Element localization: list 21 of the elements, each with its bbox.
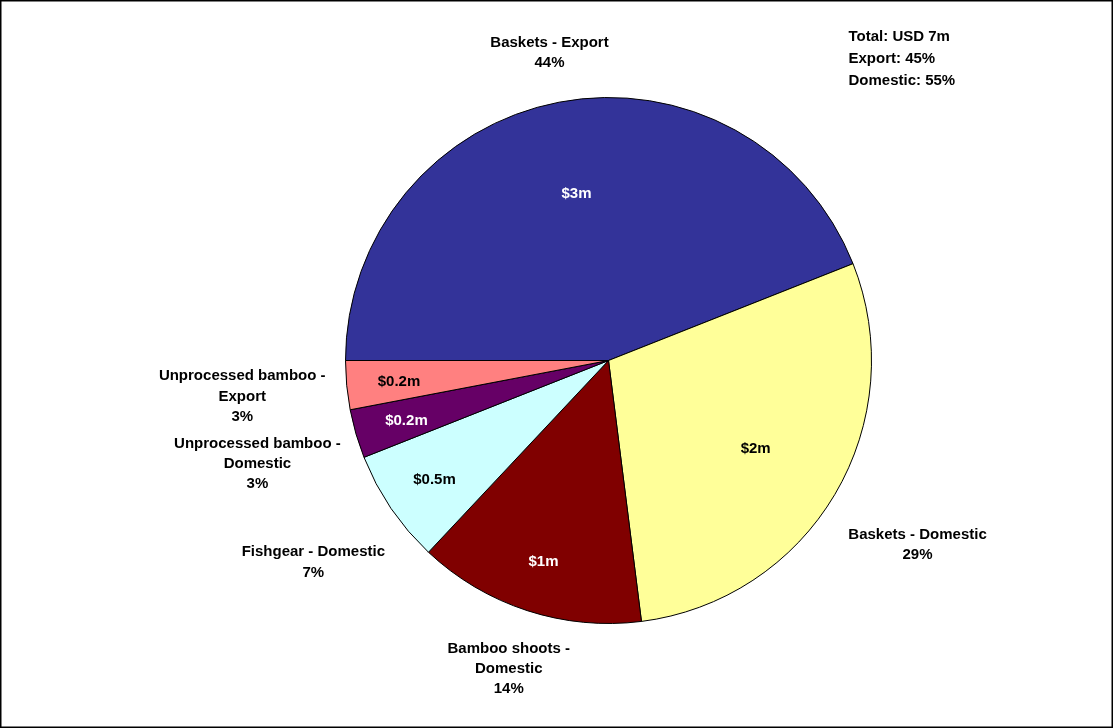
text: $1m	[528, 552, 559, 570]
data-label: 29%	[902, 544, 933, 562]
text: $0.5m	[413, 470, 456, 488]
text: Domestic: 55%	[848, 71, 956, 88]
text: $0.2m	[377, 371, 421, 389]
slice-label: Baskets - Domestic	[848, 524, 987, 542]
slice-label: Unprocessed bamboo - Export	[158, 366, 326, 404]
text: Export: 45%	[848, 49, 936, 66]
data-label: 3%	[231, 407, 254, 425]
data-label: 44%	[534, 53, 565, 71]
data-label: 3%	[246, 474, 269, 492]
text: Total: USD 7m	[848, 27, 950, 44]
text: $2m	[740, 439, 771, 457]
text: $3m	[561, 184, 592, 202]
slice-label: Bamboo shoots - Domestic	[447, 638, 571, 676]
data-label: 7%	[302, 562, 325, 580]
slice-label: Baskets - Export	[490, 32, 609, 50]
text: $0.2m	[385, 410, 428, 428]
slice-label: Unprocessed bamboo - Domestic	[174, 433, 341, 471]
slice-label: Fishgear - Domestic	[241, 542, 386, 560]
data-label: 14%	[493, 679, 524, 697]
